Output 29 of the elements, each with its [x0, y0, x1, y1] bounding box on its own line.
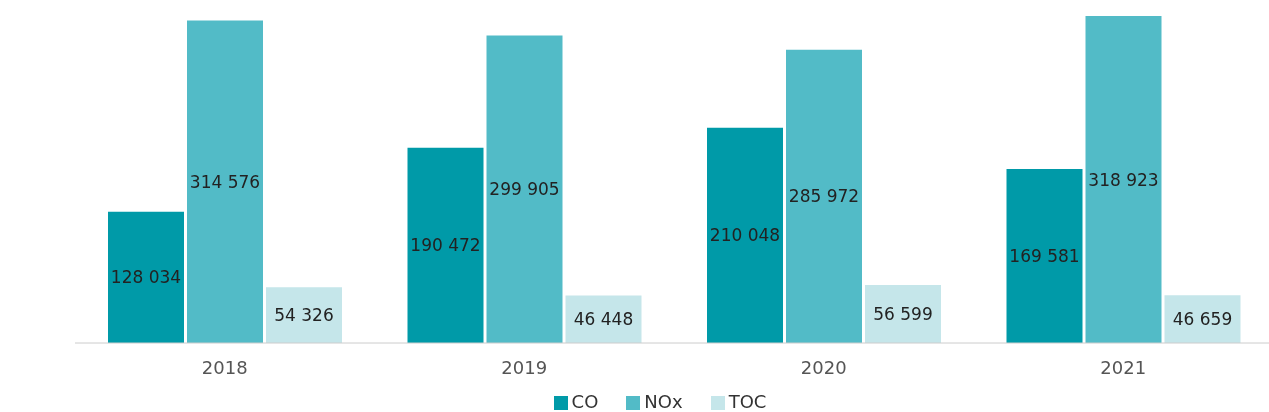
bar [266, 287, 342, 343]
bar [187, 20, 263, 343]
data-label: 285 972 [788, 186, 860, 207]
bar [1085, 16, 1162, 343]
bar [486, 35, 563, 343]
legend-label: TOC [728, 391, 767, 412]
data-label: 314 576 [189, 171, 261, 192]
data-label: 318 923 [1088, 169, 1159, 190]
x-tick-label: 2021 [1100, 356, 1147, 378]
bar [865, 284, 941, 343]
data-label: 46 659 [1172, 309, 1233, 330]
bar [108, 211, 184, 343]
data-label: 169 581 [1009, 246, 1080, 267]
x-tick-label: 2018 [201, 356, 248, 378]
x-tick-label: 2020 [800, 356, 847, 378]
data-label: 299 905 [489, 179, 560, 200]
bar [786, 49, 862, 343]
bar [407, 147, 484, 343]
data-label: 210 048 [709, 225, 781, 246]
bar [707, 127, 783, 343]
legend-label: NOx [644, 391, 683, 412]
bar [1006, 169, 1083, 343]
legend-label: CO [571, 391, 599, 412]
data-label: 56 599 [873, 304, 933, 325]
data-label: 190 472 [410, 235, 481, 256]
data-label: 54 326 [274, 305, 334, 326]
data-label: 46 448 [573, 309, 634, 330]
data-label: 128 034 [110, 267, 182, 288]
x-tick-label: 2019 [501, 356, 548, 378]
